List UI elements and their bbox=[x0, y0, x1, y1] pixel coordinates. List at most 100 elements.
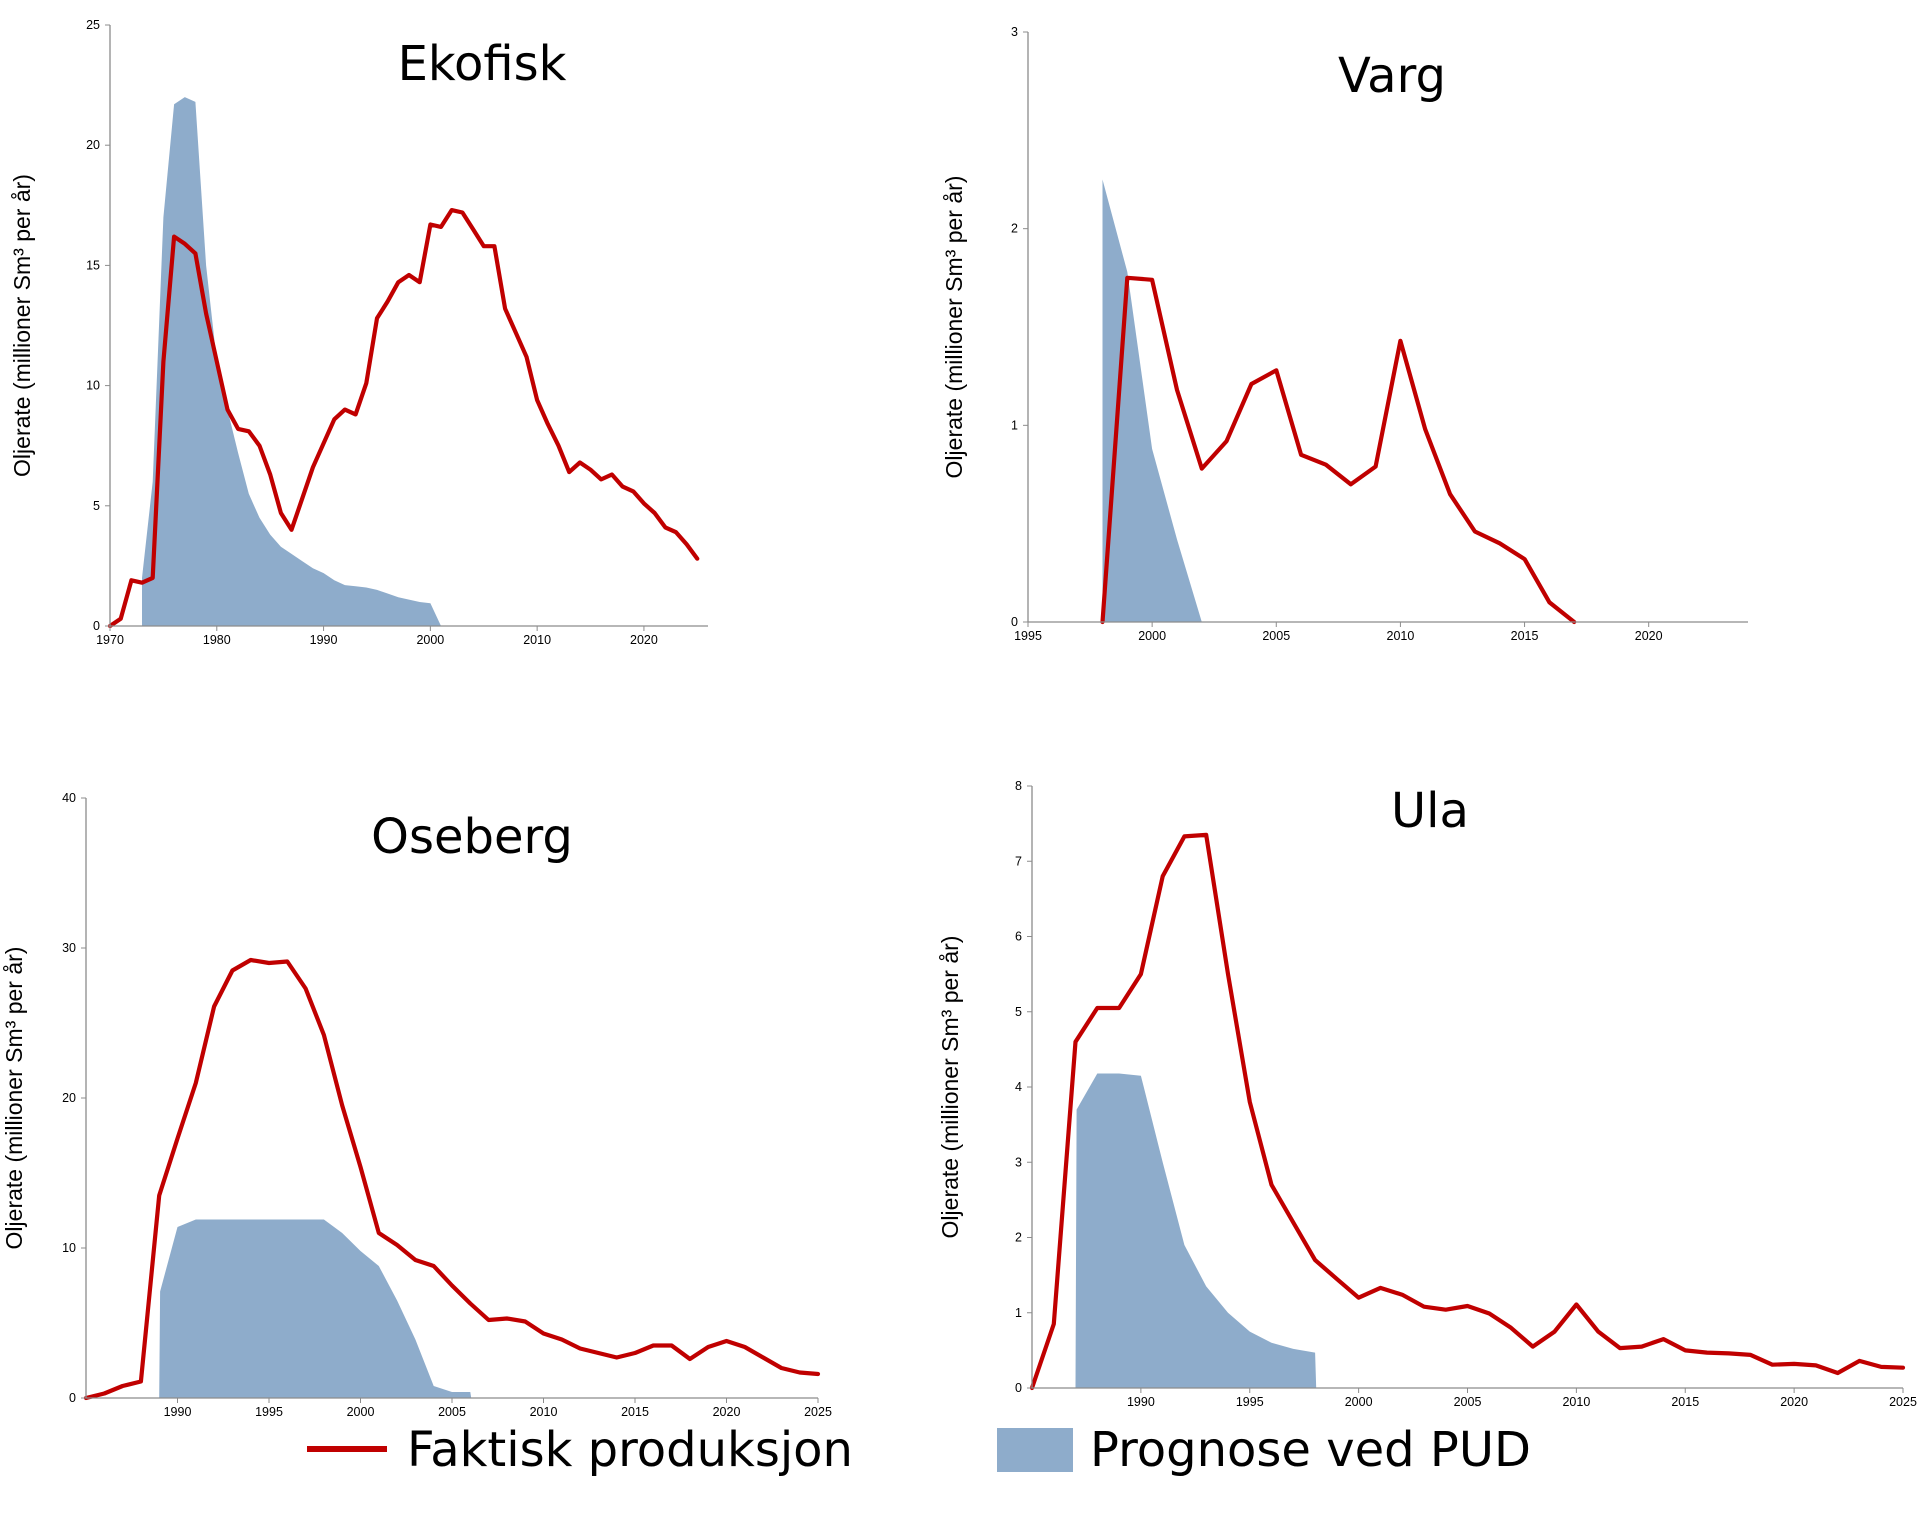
y-tick-label-ekofisk: 25 bbox=[86, 18, 100, 32]
actual-point-oseberg bbox=[323, 1034, 325, 1036]
actual-point-ula bbox=[1553, 1330, 1556, 1333]
actual-point-ekofisk bbox=[472, 228, 474, 231]
actual-point-ula bbox=[1793, 1363, 1795, 1365]
actual-point-ekofisk bbox=[611, 473, 613, 476]
x-tick-label-oseberg: 2005 bbox=[438, 1405, 466, 1419]
actual-point-ula bbox=[1597, 1330, 1599, 1333]
actual-point-ekofisk bbox=[269, 473, 272, 476]
actual-point-ekofisk bbox=[194, 252, 197, 255]
actual-point-oseberg bbox=[414, 1259, 417, 1261]
actual-point-ekofisk bbox=[493, 245, 496, 247]
actual-line-varg bbox=[1100, 275, 1577, 625]
x-tick-label-ula: 2010 bbox=[1562, 1395, 1590, 1409]
y-tick-label-ekofisk: 0 bbox=[93, 619, 100, 633]
x-tick-label-ula: 2000 bbox=[1345, 1395, 1373, 1409]
actual-point-varg bbox=[1449, 493, 1451, 496]
x-tick-label-ekofisk: 1980 bbox=[203, 633, 231, 647]
actual-point-ekofisk bbox=[525, 356, 528, 358]
actual-point-ula bbox=[1423, 1305, 1425, 1308]
actual-point-ekofisk bbox=[365, 382, 368, 385]
actual-point-ula bbox=[1466, 1305, 1469, 1307]
actual-point-ekofisk bbox=[151, 577, 154, 579]
actual-point-ula bbox=[1249, 1101, 1251, 1103]
actual-point-ekofisk bbox=[226, 408, 229, 411]
chart-title-ula: Ula bbox=[1391, 783, 1469, 839]
x-tick-label-ula: 2005 bbox=[1454, 1395, 1482, 1409]
actual-point-ula bbox=[1444, 1308, 1447, 1311]
actual-point-ula bbox=[1640, 1345, 1643, 1348]
actual-point-ekofisk bbox=[301, 497, 304, 500]
actual-point-oseberg bbox=[359, 1166, 362, 1168]
x-tick-label-ula: 2015 bbox=[1671, 1395, 1699, 1409]
actual-point-ekofisk bbox=[643, 502, 645, 505]
y-tick-label-ula: 5 bbox=[1015, 1005, 1022, 1019]
actual-point-ekofisk bbox=[376, 317, 378, 320]
actual-point-ekofisk bbox=[664, 526, 667, 529]
actual-point-ekofisk bbox=[258, 444, 261, 447]
actual-point-oseberg bbox=[542, 1332, 545, 1335]
chart-panel-ekofisk: 0 5 10 15 20 25 1970 1980 1990 2000 2010 2020 Oljera… bbox=[9, 18, 708, 647]
x-tick-label-oseberg: 2000 bbox=[347, 1405, 375, 1419]
x-tick-label-oseberg: 2025 bbox=[804, 1405, 832, 1419]
actual-point-oseberg bbox=[432, 1265, 435, 1267]
actual-point-oseberg bbox=[762, 1356, 764, 1359]
actual-point-ula bbox=[1401, 1293, 1403, 1296]
x-tick-label-varg: 2000 bbox=[1138, 629, 1166, 643]
actual-point-oseberg bbox=[817, 1373, 819, 1375]
actual-point-ula bbox=[1118, 1007, 1120, 1009]
actual-point-ula bbox=[1858, 1360, 1861, 1362]
actual-point-ekofisk bbox=[536, 399, 538, 401]
actual-point-varg bbox=[1201, 467, 1203, 470]
actual-point-ula bbox=[1815, 1364, 1817, 1367]
actual-point-ekofisk bbox=[515, 331, 517, 334]
actual-point-ekofisk bbox=[162, 360, 165, 363]
actual-point-ekofisk bbox=[504, 307, 506, 310]
x-tick-label-varg: 2005 bbox=[1262, 629, 1290, 643]
actual-point-ekofisk bbox=[216, 360, 218, 363]
actual-point-oseberg bbox=[689, 1358, 691, 1360]
y-tick-label-oseberg: 0 bbox=[69, 1391, 76, 1405]
x-tick-label-ula: 2025 bbox=[1889, 1395, 1917, 1409]
y-tick-label-ekofisk: 5 bbox=[93, 499, 100, 513]
actual-point-ekofisk bbox=[408, 274, 410, 276]
chart-panel-varg: 0 1 2 3 1995 2000 2005 2010 2015 2020 Oljerate (mi… bbox=[941, 25, 1748, 643]
y-tick-label-ekofisk: 20 bbox=[86, 138, 100, 152]
actual-point-ula bbox=[1379, 1287, 1382, 1289]
x-tick-label-ula: 1995 bbox=[1236, 1395, 1264, 1409]
actual-point-ekofisk bbox=[568, 471, 570, 473]
actual-point-oseberg bbox=[744, 1346, 746, 1348]
actual-point-ekofisk bbox=[322, 442, 325, 445]
actual-point-ula bbox=[1227, 973, 1229, 975]
actual-point-oseberg bbox=[652, 1344, 655, 1347]
actual-point-oseberg bbox=[707, 1346, 709, 1348]
actual-point-oseberg bbox=[396, 1244, 398, 1246]
actual-point-oseberg bbox=[615, 1356, 618, 1359]
actual-point-varg bbox=[1275, 369, 1278, 372]
actual-point-oseberg bbox=[670, 1344, 673, 1347]
actual-point-oseberg bbox=[378, 1232, 380, 1234]
y-tick-label-ula: 2 bbox=[1015, 1231, 1022, 1245]
actual-point-ekofisk bbox=[547, 423, 549, 425]
actual-point-ekofisk bbox=[386, 300, 389, 303]
x-tick-label-ekofisk: 1990 bbox=[310, 633, 338, 647]
actual-point-ula bbox=[1074, 1041, 1077, 1043]
y-axis-label-varg: Oljerate (millioner Sm³ per år) bbox=[941, 176, 967, 479]
x-tick-label-ekofisk: 2000 bbox=[416, 633, 444, 647]
actual-point-oseberg bbox=[103, 1392, 106, 1395]
actual-point-oseberg bbox=[579, 1347, 581, 1350]
x-tick-label-ekofisk: 2010 bbox=[523, 633, 551, 647]
legend-forecast-label: Prognose ved PUD bbox=[1090, 1422, 1531, 1478]
actual-point-oseberg bbox=[524, 1320, 526, 1323]
y-tick-label-varg: 1 bbox=[1011, 418, 1018, 432]
actual-point-varg bbox=[1325, 463, 1327, 466]
x-tick-label-ula: 1990 bbox=[1127, 1395, 1155, 1409]
actual-point-ekofisk bbox=[653, 512, 656, 514]
x-tick-label-oseberg: 2020 bbox=[713, 1405, 741, 1419]
chart-panel-oseberg: 0 10 20 30 40 1990 1995 2000 2005 2010 2015 2020 202… bbox=[1, 791, 832, 1419]
actual-point-ekofisk bbox=[675, 531, 677, 533]
actual-point-oseberg bbox=[725, 1340, 728, 1342]
y-tick-label-oseberg: 40 bbox=[62, 791, 76, 805]
forecast-area-ekofisk bbox=[142, 97, 441, 627]
actual-point-varg bbox=[1523, 558, 1526, 560]
actual-point-oseberg bbox=[249, 959, 252, 961]
